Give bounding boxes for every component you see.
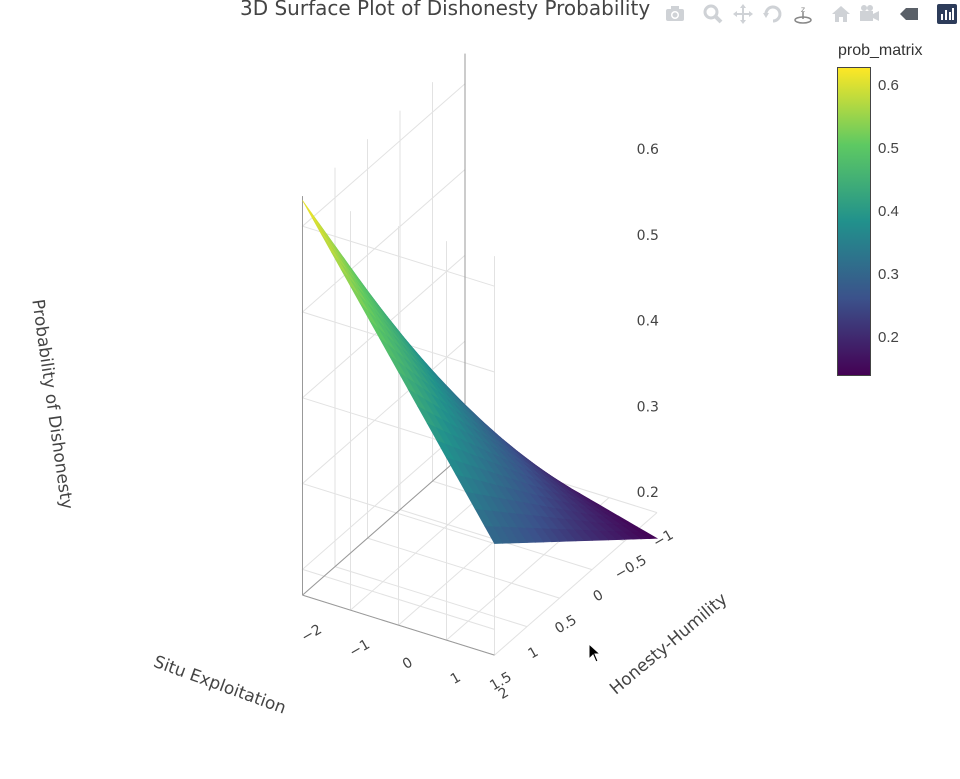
colorbar-tick-label: 0.3	[878, 266, 899, 284]
tag-icon[interactable]	[898, 3, 920, 25]
home-icon[interactable]	[830, 3, 852, 25]
camera-view-icon[interactable]	[858, 3, 880, 25]
plotly-logo-icon[interactable]	[936, 3, 958, 25]
y-tick-label: −1	[347, 637, 373, 661]
svg-text:z: z	[801, 5, 805, 14]
zoom-icon[interactable]	[702, 3, 724, 25]
colorbar[interactable]	[837, 67, 871, 376]
colorbar-tick-label: 0.6	[878, 76, 899, 94]
z-tick-label: 0.4	[637, 314, 659, 330]
x-tick-label: 0.5	[552, 612, 579, 637]
x-axis-title: Situ Exploitation	[151, 652, 289, 718]
z-tick-label: 0.6	[637, 142, 659, 158]
y-tick-label: 0	[400, 654, 416, 672]
z-axis-title: Probability of Dishonesty	[27, 298, 76, 510]
mouse-cursor-icon	[588, 643, 602, 663]
y-tick-label: 1	[448, 669, 464, 687]
x-tick-label: 0	[591, 587, 607, 605]
colorbar-tick-label: 0.4	[878, 203, 899, 221]
chart-title: 3D Surface Plot of Dishonesty Probabilit…	[240, 0, 651, 20]
colorbar-tick-label: 0.2	[878, 329, 899, 347]
x-tick-label: −1	[650, 527, 676, 551]
surface-cell[interactable]	[329, 244, 348, 272]
orbit-icon[interactable]	[762, 3, 784, 25]
surface-cell[interactable]	[311, 217, 331, 246]
grid-line	[301, 83, 495, 287]
z-tick-label: 0.3	[637, 399, 659, 415]
x-tick-label: 1	[526, 644, 542, 662]
x-tick-label: −0.5	[612, 552, 649, 583]
y-tick-label: 2	[496, 684, 512, 702]
z-tick-label: 0.5	[637, 228, 659, 244]
surface-cell[interactable]	[484, 526, 504, 544]
surface	[302, 200, 659, 544]
y-tick-label: −2	[299, 622, 325, 646]
z-tick-label: 0.2	[637, 485, 659, 501]
pan-icon[interactable]	[732, 3, 754, 25]
colorbar-title: prob_matrix	[838, 42, 923, 59]
y-axis-title: Honesty-Humility	[606, 589, 731, 699]
turntable-icon[interactable]: z	[792, 3, 814, 25]
axis-edge	[302, 452, 466, 596]
camera-icon[interactable]	[664, 3, 686, 25]
colorbar-tick-label: 0.5	[878, 139, 899, 157]
axis-edge	[302, 594, 495, 656]
